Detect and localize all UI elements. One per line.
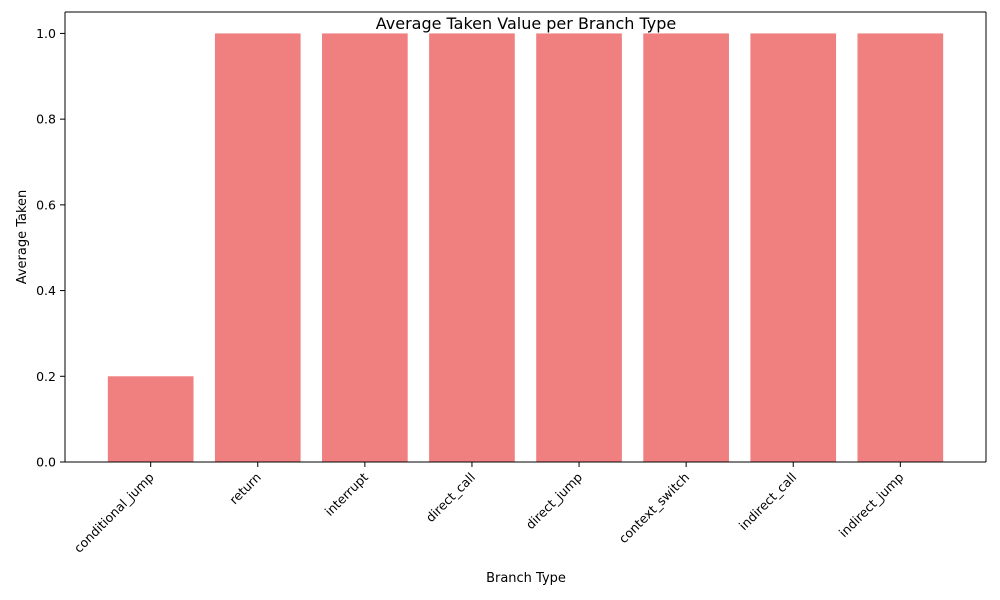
x-tick-label: context_switch xyxy=(616,470,693,547)
x-tick-label: direct_jump xyxy=(523,469,586,532)
bar-context_switch xyxy=(643,33,729,463)
bar-return xyxy=(214,33,301,463)
bars-group xyxy=(107,33,944,463)
y-tick-label: 0.8 xyxy=(36,112,56,127)
y-tick-label: 0.6 xyxy=(36,197,56,212)
x-tick-label: direct_call xyxy=(423,470,478,525)
x-axis-label: Branch Type xyxy=(486,571,566,586)
bar-direct_jump xyxy=(536,33,622,463)
y-axis-label: Average Taken xyxy=(15,190,30,285)
bar-indirect_call xyxy=(750,33,837,463)
x-tick-label: return xyxy=(226,470,264,508)
bar-conditional_jump xyxy=(107,376,194,462)
bar-direct_call xyxy=(429,33,515,463)
axes-group xyxy=(64,11,987,463)
chart-title: Average Taken Value per Branch Type xyxy=(376,14,676,33)
x-tick-label: indirect_jump xyxy=(836,469,907,540)
y-tick-label: 1.0 xyxy=(36,26,56,41)
y-tick-label: 0.0 xyxy=(36,455,56,470)
bar-interrupt xyxy=(322,33,408,463)
x-tick-label: indirect_call xyxy=(736,470,800,534)
y-tick-label: 0.4 xyxy=(36,283,56,298)
x-tick-label: conditional_jump xyxy=(71,469,157,555)
y-tick-label: 0.2 xyxy=(36,369,56,384)
x-ticks-group: conditional_jump return interrupt direct_ca… xyxy=(71,462,907,556)
bar-indirect_jump xyxy=(857,33,944,463)
x-tick-label: interrupt xyxy=(322,469,371,518)
y-ticks-group: 0.0 0.2 0.4 0.6 0.8 1.0 xyxy=(36,26,65,470)
